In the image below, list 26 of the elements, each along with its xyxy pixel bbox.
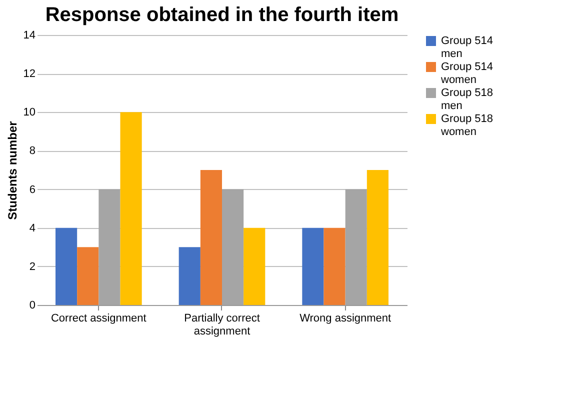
bar (324, 228, 346, 305)
bar (178, 247, 200, 305)
chart-title: Response obtained in the fourth item (45, 4, 399, 26)
bar (77, 247, 99, 305)
bar (366, 170, 388, 305)
y-tick-label: 2 (29, 260, 36, 273)
bar (302, 228, 324, 305)
x-tick-label: Correct assignment (50, 312, 146, 324)
legend-label: Group 514 men (441, 35, 493, 60)
bar (56, 228, 78, 305)
y-tick-label: 12 (23, 68, 36, 80)
bar (120, 112, 142, 305)
y-tick-label: 8 (29, 145, 36, 158)
x-tick-label: Wrong assignment (300, 312, 392, 324)
y-tick-label: 14 (23, 30, 36, 42)
y-axis-title: Students number (5, 120, 20, 220)
y-tick-label: 4 (29, 222, 36, 234)
y-tick-label: 0 (29, 300, 36, 312)
y-tick-label: 10 (23, 106, 36, 119)
bar (244, 228, 266, 305)
x-tick-label: Partially correct assignment (184, 312, 260, 338)
legend-label: Group 518 women (440, 113, 493, 138)
legend-label: Group 514 women (440, 61, 493, 86)
y-tick-label: 6 (29, 184, 36, 196)
bar (200, 170, 222, 305)
legend-label: Group 518 men (441, 87, 493, 112)
